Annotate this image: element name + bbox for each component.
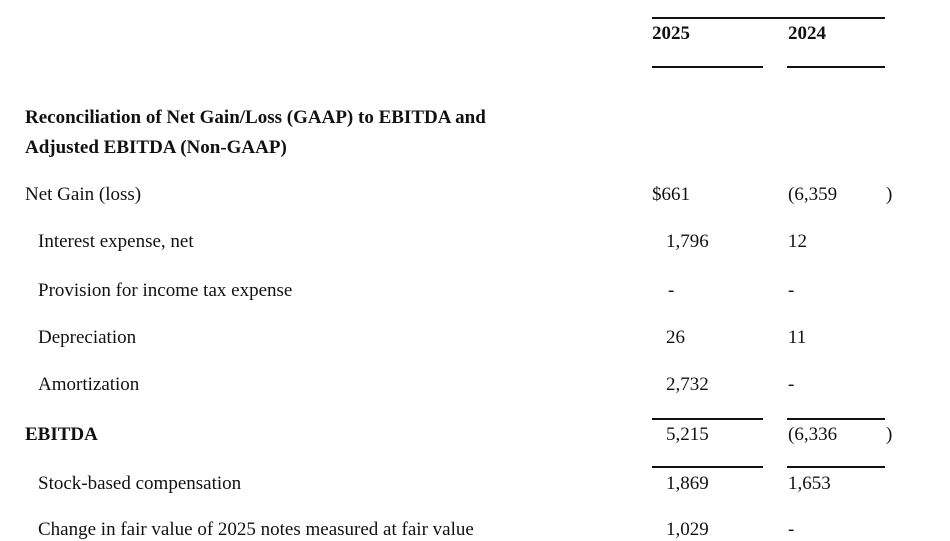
value-2024: - bbox=[788, 280, 795, 301]
column-header-2024: 2024 bbox=[788, 23, 826, 44]
value-2024: 12 bbox=[788, 231, 807, 252]
value-2024-close-paren: ) bbox=[886, 184, 893, 205]
ebitda-bottom-rule-2024 bbox=[787, 466, 885, 468]
ebitda-rule-2025 bbox=[652, 418, 763, 420]
value-2025: - bbox=[668, 280, 675, 301]
value-2025: 1,796 bbox=[666, 231, 709, 252]
row-label: Amortization bbox=[38, 374, 140, 395]
value-2025: 1,869 bbox=[666, 473, 709, 494]
value-2024: (6,359 bbox=[788, 184, 838, 205]
header-top-rule bbox=[652, 17, 885, 19]
header-rule-2024 bbox=[787, 66, 885, 68]
ebitda-rule-2024 bbox=[787, 418, 885, 420]
value-2024: - bbox=[788, 519, 795, 540]
value-2025: 26 bbox=[666, 327, 685, 348]
section-title-line2: Adjusted EBITDA (Non-GAAP) bbox=[25, 137, 287, 158]
row-label: Provision for income tax expense bbox=[38, 280, 293, 301]
value-2024: - bbox=[788, 374, 795, 395]
section-title: Reconciliation of Net Gain/Loss (GAAP) t… bbox=[25, 107, 486, 128]
row-label: Net Gain (loss) bbox=[25, 184, 142, 205]
row-label: EBITDA bbox=[25, 424, 98, 445]
row-label: Depreciation bbox=[38, 327, 137, 348]
row-label: Stock-based compensation bbox=[38, 473, 242, 494]
value-2025: 5,215 bbox=[666, 424, 709, 445]
value-2024-close-paren: ) bbox=[886, 424, 893, 445]
value-2025: $661 bbox=[652, 184, 690, 205]
value-2024: 11 bbox=[788, 327, 807, 348]
column-header-2025: 2025 bbox=[652, 23, 690, 44]
header-rule-2025 bbox=[652, 66, 763, 68]
ebitda-bottom-rule-2025 bbox=[652, 466, 763, 468]
value-2025: 2,732 bbox=[666, 374, 709, 395]
row-label: Interest expense, net bbox=[38, 231, 194, 252]
value-2025: 1,029 bbox=[666, 519, 709, 540]
value-2024: 1,653 bbox=[788, 473, 831, 494]
value-2024: (6,336 bbox=[788, 424, 838, 445]
row-label: Change in fair value of 2025 notes measu… bbox=[38, 519, 474, 540]
